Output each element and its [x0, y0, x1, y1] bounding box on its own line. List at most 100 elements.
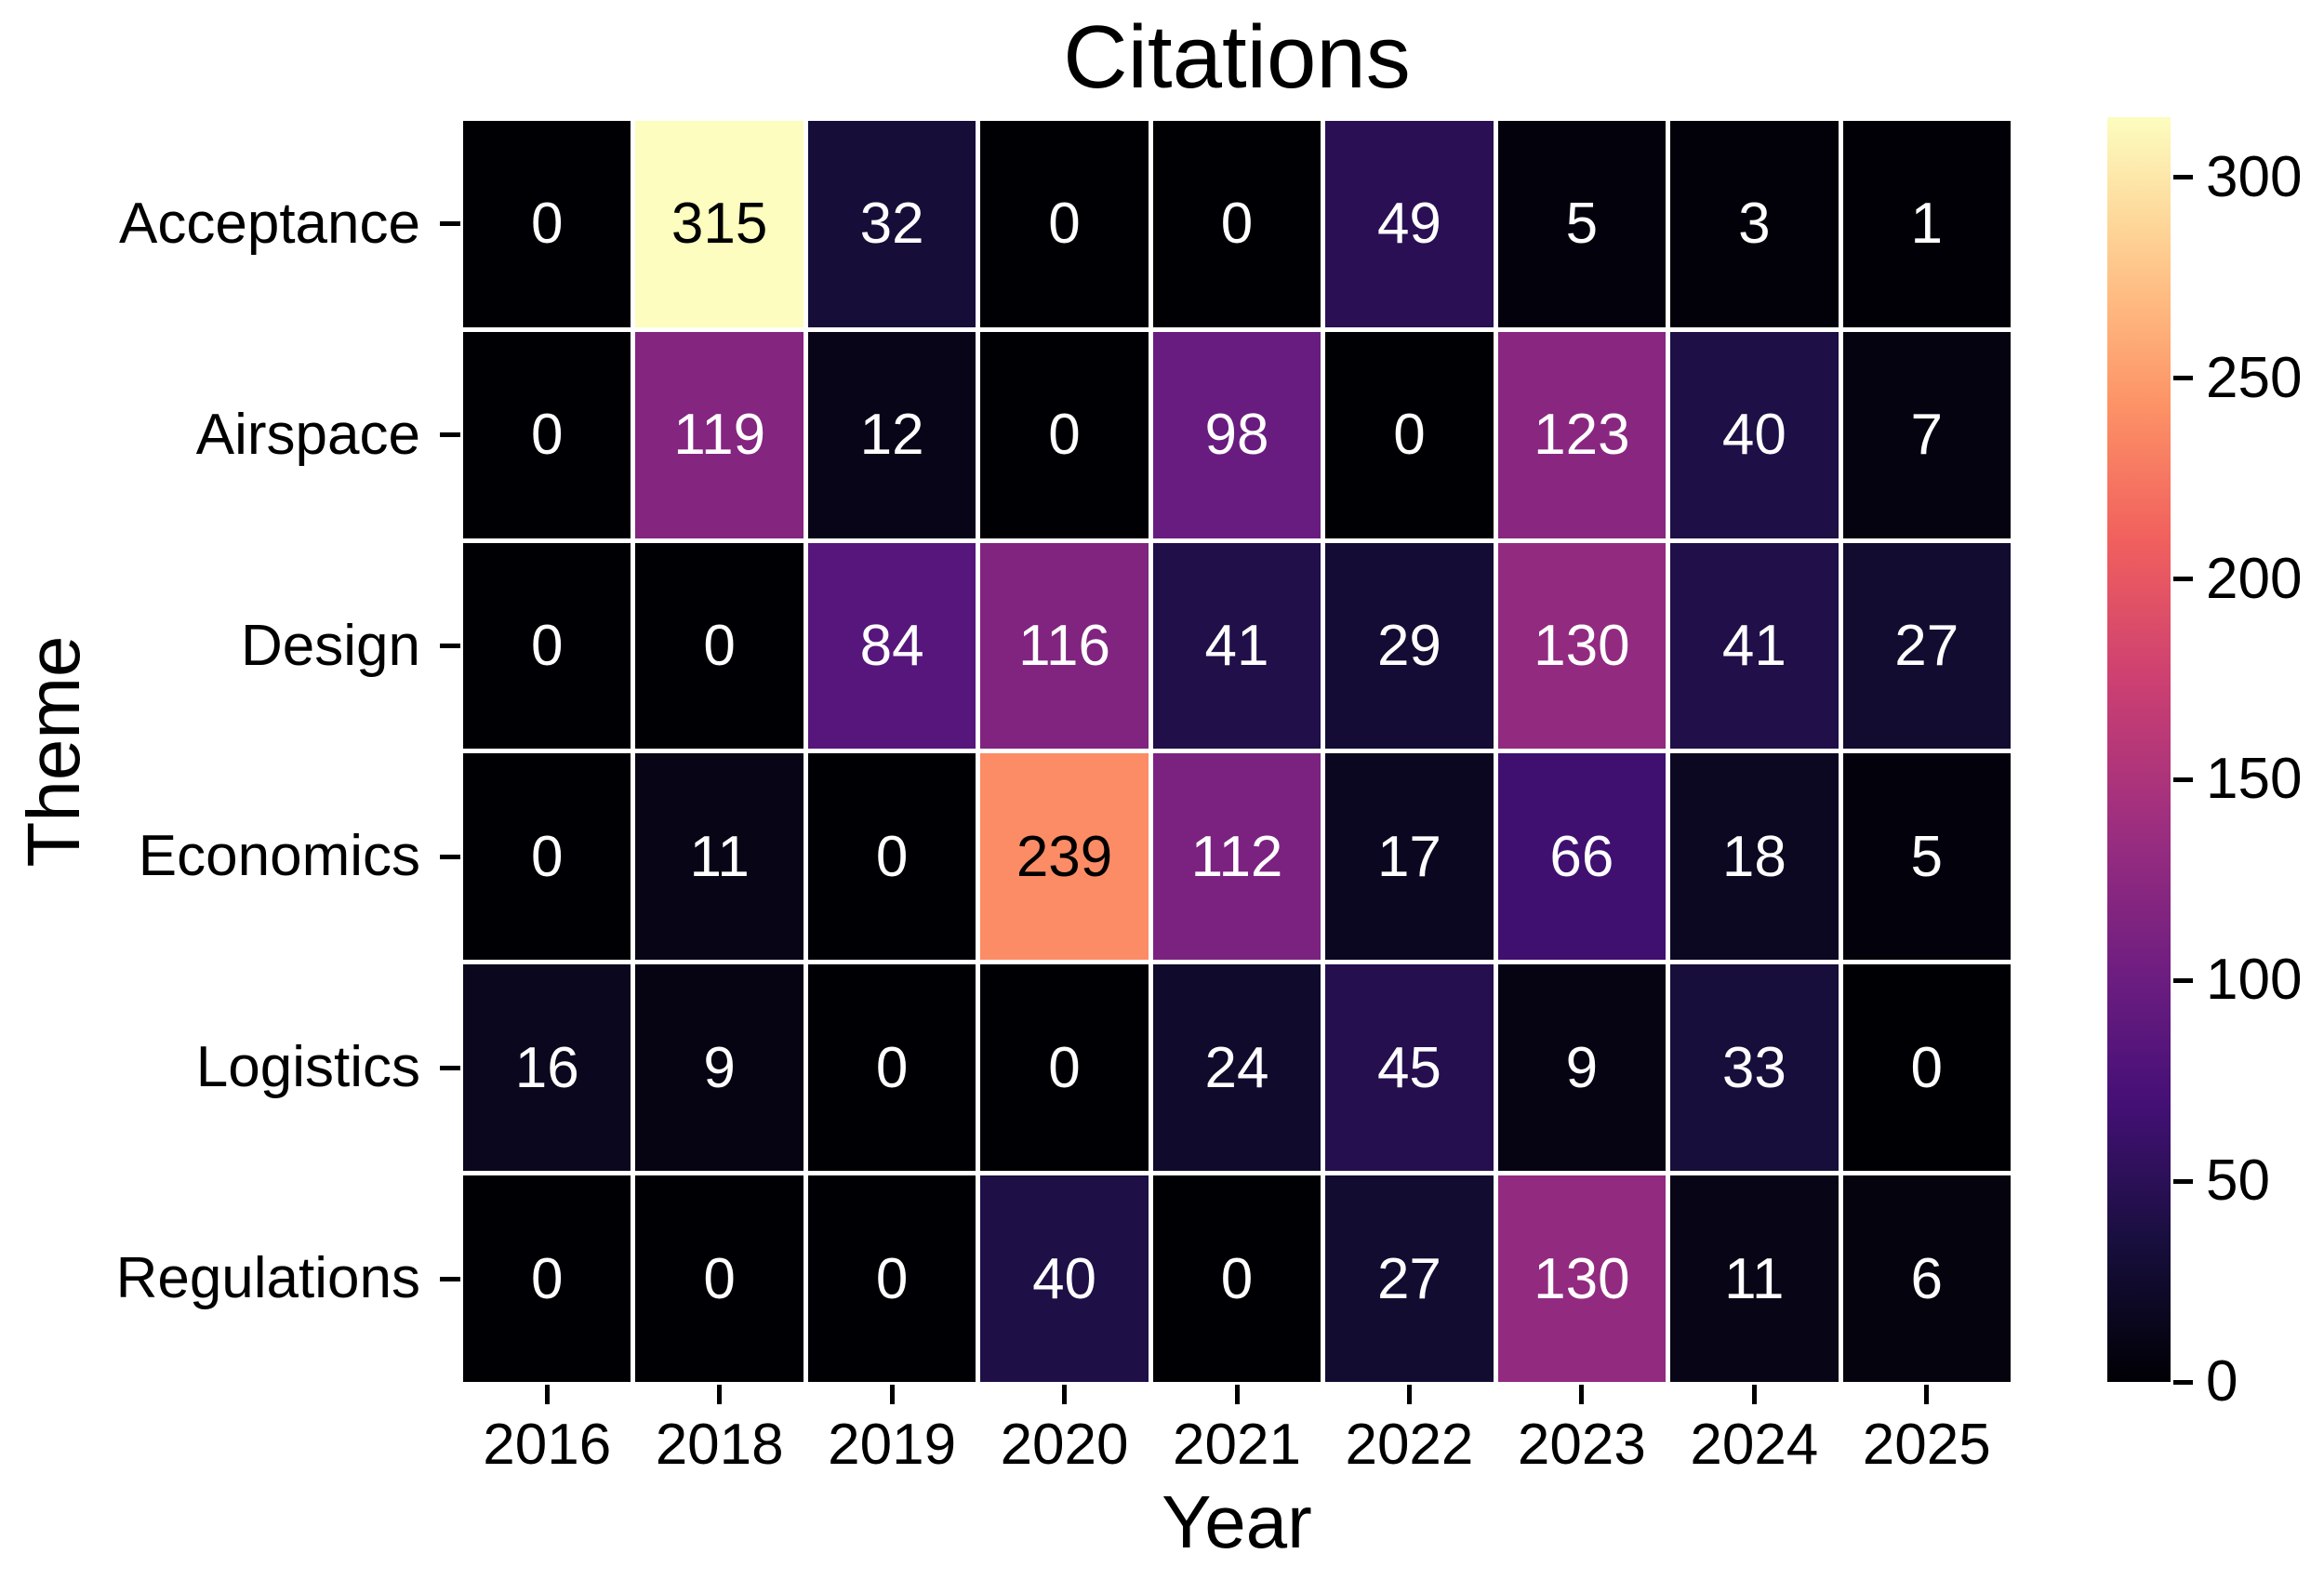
- heatmap-cell: 0: [635, 1175, 803, 1382]
- heatmap-cell: 1: [1842, 121, 2011, 327]
- colorbar-tick-label: 0: [2206, 1349, 2238, 1414]
- heatmap-cell: 27: [1325, 1175, 1494, 1382]
- heatmap-cell: 40: [1670, 331, 1839, 538]
- x-tick-label: 2019: [828, 1413, 957, 1477]
- heatmap-cell: 41: [1670, 542, 1839, 750]
- heatmap-cell: 119: [635, 331, 803, 538]
- heatmap-cell: 16: [463, 964, 631, 1172]
- heatmap-cell: 29: [1325, 542, 1494, 750]
- y-tick-label: Logistics: [195, 1035, 420, 1100]
- colorbar-tick-mark: [2173, 577, 2193, 581]
- heatmap-cell: 0: [463, 1175, 631, 1382]
- heatmap-cell: 98: [1152, 331, 1321, 538]
- colorbar-tick-label: 200: [2206, 546, 2303, 611]
- heatmap-cell: 0: [980, 964, 1149, 1172]
- y-tick-label: Airspace: [195, 402, 420, 467]
- colorbar-tick-label: 300: [2206, 144, 2303, 209]
- y-tick-mark: [440, 854, 460, 859]
- heatmap-cell: 0: [980, 331, 1149, 538]
- heatmap-cell: 0: [807, 964, 976, 1172]
- colorbar-tick-mark: [2173, 777, 2193, 782]
- heatmap-cell: 66: [1497, 753, 1667, 961]
- heatmap-cell: 6: [1842, 1175, 2011, 1382]
- y-tick-mark: [440, 1276, 460, 1281]
- colorbar-tick-label: 50: [2206, 1148, 2270, 1214]
- y-tick-label: Economics: [138, 824, 420, 889]
- heatmap-cell: 45: [1325, 964, 1494, 1172]
- colorbar-tick-mark: [2173, 1379, 2193, 1385]
- heatmap-cell: 116: [980, 542, 1149, 750]
- x-tick-mark: [1751, 1385, 1757, 1404]
- colorbar-gradient: [2107, 117, 2171, 1382]
- heatmap-cell: 0: [1152, 1175, 1321, 1382]
- heatmap-cell: 0: [980, 121, 1149, 327]
- colorbar-tick-mark: [2173, 1178, 2193, 1184]
- heatmap-grid: 0 315 32 0 0 49 5 3 1 0 119 12 0 98 0 123 40 7 0 0 84 116 41 29…: [463, 121, 2011, 1382]
- heatmap-cell: 24: [1152, 964, 1321, 1172]
- heatmap-cell: 27: [1842, 542, 2011, 750]
- heatmap-cell: 239: [980, 753, 1149, 961]
- heatmap-cell: 0: [635, 542, 803, 750]
- colorbar-tick-label: 150: [2206, 747, 2303, 812]
- x-tick-mark: [544, 1385, 550, 1404]
- heatmap-cell: 0: [807, 753, 976, 961]
- heatmap-cell: 9: [1497, 964, 1667, 1172]
- x-tick-label: 2020: [1000, 1413, 1129, 1477]
- heatmap-cell: 49: [1325, 121, 1494, 327]
- heatmap-cell: 33: [1670, 964, 1839, 1172]
- colorbar-tick-label: 250: [2206, 345, 2303, 410]
- heatmap-cell: 0: [463, 121, 631, 327]
- heatmap-cell: 17: [1325, 753, 1494, 961]
- y-tick-mark: [440, 432, 460, 438]
- heatmap-cell: 32: [807, 121, 976, 327]
- colorbar-tick-mark: [2173, 376, 2193, 381]
- y-tick-mark: [440, 1065, 460, 1070]
- heatmap-cell: 315: [635, 121, 803, 327]
- y-tick-label: Regulations: [115, 1246, 420, 1311]
- heatmap-cell: 0: [463, 331, 631, 538]
- x-tick-mark: [1234, 1385, 1240, 1404]
- heatmap-cell: 123: [1497, 331, 1667, 538]
- heatmap-cell: 41: [1152, 542, 1321, 750]
- heatmap-cell: 11: [635, 753, 803, 961]
- heatmap-cell: 112: [1152, 753, 1321, 961]
- x-tick-label: 2021: [1173, 1413, 1301, 1477]
- heatmap-cell: 0: [807, 1175, 976, 1382]
- heatmap-cell: 5: [1842, 753, 2011, 961]
- heatmap-cell: 18: [1670, 753, 1839, 961]
- heatmap-cell: 0: [1842, 964, 2011, 1172]
- heatmap-cell: 130: [1497, 542, 1667, 750]
- x-tick-mark: [1062, 1385, 1068, 1404]
- y-tick-mark: [440, 644, 460, 649]
- colorbar-tick-label: 100: [2206, 948, 2303, 1013]
- x-tick-mark: [717, 1385, 723, 1404]
- heatmap-cell: 0: [463, 753, 631, 961]
- x-tick-mark: [1924, 1385, 1930, 1404]
- x-tick-label: 2025: [1862, 1413, 1991, 1477]
- y-tick-label: Acceptance: [119, 191, 420, 256]
- heatmap-cell: 84: [807, 542, 976, 750]
- heatmap-cell: 7: [1842, 331, 2011, 538]
- heatmap-cell: 130: [1497, 1175, 1667, 1382]
- heatmap-cell: 0: [463, 542, 631, 750]
- heatmap-cell: 11: [1670, 1175, 1839, 1382]
- x-tick-label: 2022: [1345, 1413, 1474, 1477]
- colorbar-tick-mark: [2173, 175, 2193, 180]
- x-tick-label: 2018: [655, 1413, 784, 1477]
- chart-title: Citations: [1063, 7, 1411, 107]
- y-tick-mark: [440, 221, 460, 227]
- heatmap-cell: 40: [980, 1175, 1149, 1382]
- x-tick-label: 2016: [483, 1413, 612, 1477]
- heatmap-cell: 5: [1497, 121, 1667, 327]
- x-tick-mark: [889, 1385, 895, 1404]
- heatmap-cell: 0: [1325, 331, 1494, 538]
- x-tick-mark: [1579, 1385, 1585, 1404]
- colorbar-tick-mark: [2173, 977, 2193, 983]
- heatmap-cell: 12: [807, 331, 976, 538]
- x-axis-title: Year: [1162, 1480, 1312, 1563]
- y-tick-label: Design: [241, 613, 420, 678]
- heatmap-cell: 3: [1670, 121, 1839, 327]
- heatmap-cell: 0: [1152, 121, 1321, 327]
- heatmap-cell: 9: [635, 964, 803, 1172]
